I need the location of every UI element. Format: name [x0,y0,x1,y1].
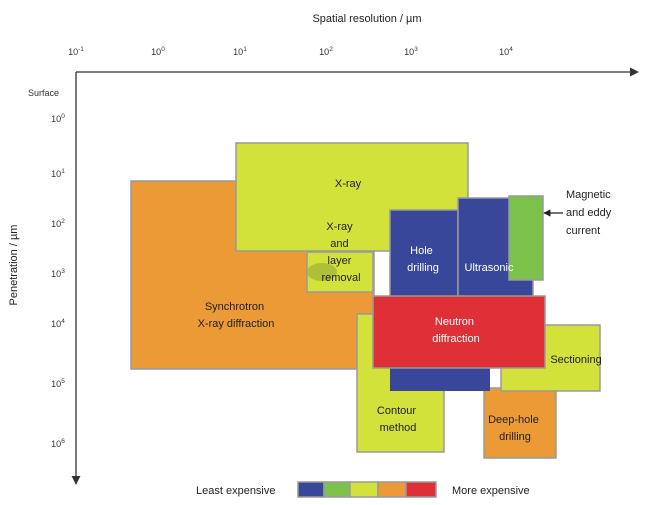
y-tick-label: 105 [51,378,65,389]
legend-swatch [377,481,407,498]
x-tick-label: 103 [404,46,418,57]
xray-removal-blob [307,263,337,281]
hole-drilling-region [389,209,459,301]
y-tick-label: 102 [51,218,65,229]
blue-band-region [390,368,490,391]
magnetic-label: Magnetic and eddy current [566,189,614,237]
legend-swatch [323,481,351,498]
y-tick-label: 104 [51,318,65,329]
x-tick-label: 102 [319,46,333,57]
neutron-region [372,295,546,369]
xray-removal-label: X-ray and layer removal [321,221,360,284]
surface-label: Surface [28,88,59,98]
ultrasonic-label: Ultrasonic [465,262,514,274]
legend-swatch [349,481,379,498]
x-tick-label: 100 [151,46,165,57]
y-tick-label: 103 [51,268,65,279]
cost-legend: Least expensive More expensive [196,481,530,498]
x-tick-label: 101 [233,46,247,57]
y-tick-label: 106 [51,438,65,449]
xray-label: X-ray [335,178,362,190]
y-axis: Surface 100 101 102 103 104 105 106 Pene… [8,72,81,485]
y-tick-label: 100 [51,113,65,124]
hole-drilling-label: Hole drilling [407,245,439,274]
y-tick-label: 101 [51,168,65,179]
legend-swatch [405,481,437,498]
x-axis: 10-1 100 101 102 103 104 [68,46,639,77]
legend-more-label: More expensive [452,485,530,497]
x-tick-label: 104 [499,46,513,57]
contour-label: Contour method [377,405,419,434]
magnetic-region [508,195,544,281]
x-tick-label: 10-1 [68,46,84,57]
x-axis-title: Spatial resolution / µm [312,13,421,25]
deep-hole-label: Deep-hole drilling [488,414,542,443]
synchrotron-label: Synchrotron X-ray diffraction [198,301,275,330]
legend-swatch [297,481,325,498]
legend-least-label: Least expensive [196,485,276,497]
sectioning-label: Sectioning [550,354,601,366]
y-axis-title: Penetration / µm [8,225,20,306]
neutron-label: Neutron diffraction [432,316,480,345]
